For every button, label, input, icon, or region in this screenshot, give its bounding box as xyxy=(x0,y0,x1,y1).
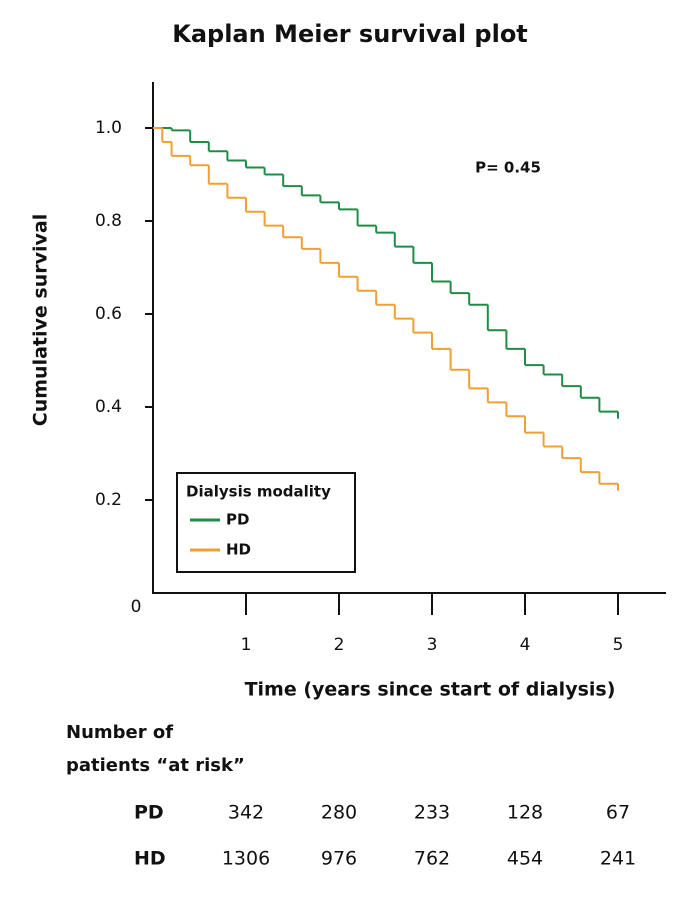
x-axis-label: Time (years since start of dialysis) xyxy=(245,679,616,701)
risk-value: 241 xyxy=(600,848,636,870)
risk-value: 976 xyxy=(321,848,357,870)
x-tick-label: 2 xyxy=(334,635,345,655)
risk-value: 342 xyxy=(228,802,264,824)
risk-value: 67 xyxy=(606,802,630,824)
annotation: P= 0.45 xyxy=(475,159,541,177)
x-tick-label: 4 xyxy=(520,635,531,655)
chart-title: Kaplan Meier survival plot xyxy=(172,20,528,48)
risk-value: 233 xyxy=(414,802,450,824)
risk-value: 128 xyxy=(507,802,543,824)
risk-row-name: HD xyxy=(134,848,166,870)
y-tick-label: 0.6 xyxy=(95,304,122,324)
risk-value: 762 xyxy=(414,848,450,870)
y-tick-label: 0.8 xyxy=(95,211,122,231)
y-tick-label: 0.2 xyxy=(95,490,122,510)
risk-value: 1306 xyxy=(222,848,270,870)
legend-box xyxy=(176,472,356,573)
legend-title: Dialysis modality xyxy=(186,483,331,501)
y-tick-label: 0.4 xyxy=(95,397,122,417)
risk-title: Number of xyxy=(66,722,173,743)
legend-label: HD xyxy=(226,541,251,559)
x-tick-label: 1 xyxy=(241,635,252,655)
risk-row-name: PD xyxy=(134,802,164,824)
risk-value: 454 xyxy=(507,848,543,870)
risk-value: 280 xyxy=(321,802,357,824)
x-tick-label: 3 xyxy=(427,635,438,655)
legend-label: PD xyxy=(226,511,249,529)
x-tick-label: 5 xyxy=(613,635,624,655)
y-tick-label: 0 xyxy=(131,597,142,617)
risk-title: patients “at risk” xyxy=(66,755,245,776)
y-tick-label: 1.0 xyxy=(95,118,122,138)
y-axis-label: Cumulative survival xyxy=(30,214,52,426)
